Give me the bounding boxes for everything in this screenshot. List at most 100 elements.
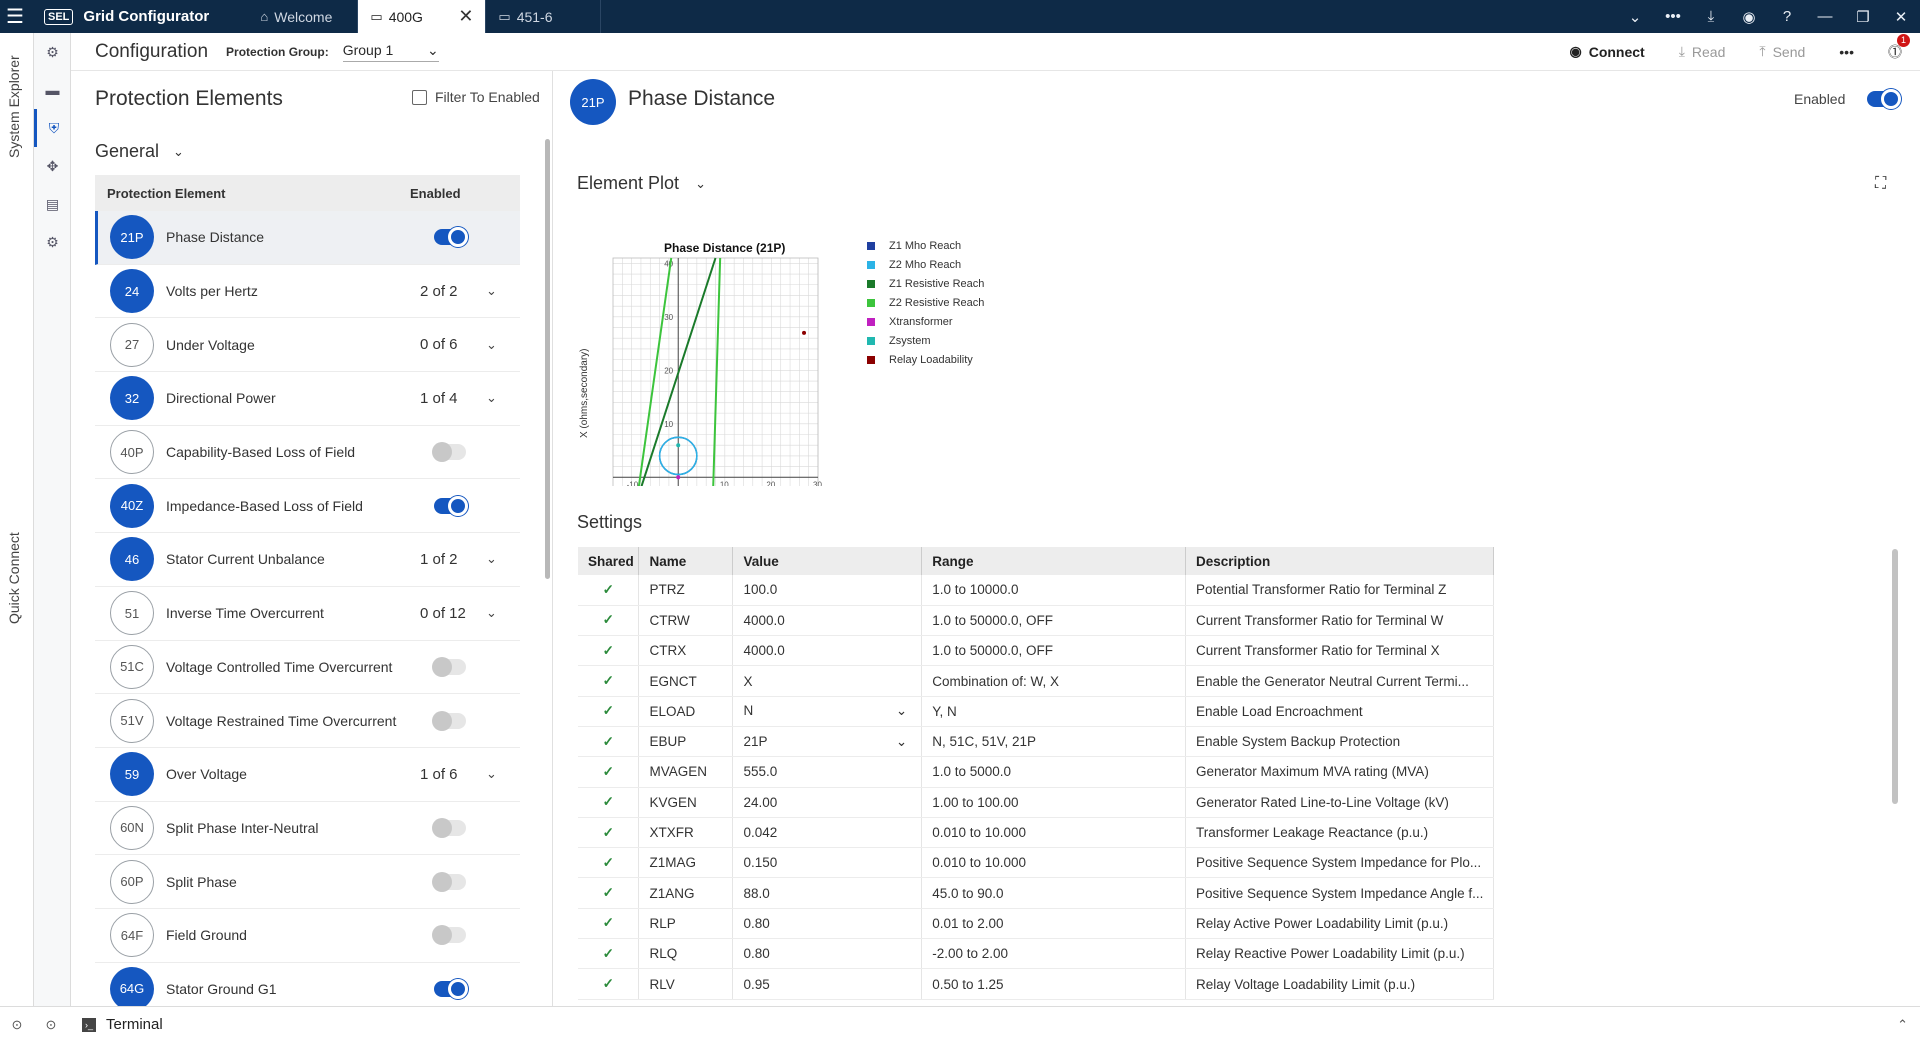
table-row[interactable]: ✓ RLV 0.95 0.50 to 1.25 Relay Voltage Loadab… xyxy=(578,968,1494,1000)
table-row[interactable]: ✓ MVAGEN 555.0 1.0 to 5000.0 Generator Maxim… xyxy=(578,756,1494,788)
setting-value[interactable]: 0.80 xyxy=(732,938,923,970)
protection-element-row[interactable]: 40P Capability-Based Loss of Field xyxy=(95,426,520,480)
setting-value-select[interactable]: N ⌄ xyxy=(732,696,923,727)
setting-value-select[interactable]: 21P ⌄ xyxy=(732,726,923,758)
protection-element-row[interactable]: 51 Inverse Time Overcurrent 0 of 12 ⌄ xyxy=(95,587,520,641)
element-enabled-toggle[interactable] xyxy=(1867,89,1901,109)
chevron-down-icon[interactable]: ⌄ xyxy=(486,766,497,782)
restore-icon[interactable]: ❐ xyxy=(1856,8,1870,26)
protection-element-row[interactable]: 64G Stator Ground G1 xyxy=(95,963,520,1006)
protection-element-row[interactable]: 27 Under Voltage 0 of 6 ⌄ xyxy=(95,318,520,373)
settings-icon[interactable]: ⚙ xyxy=(46,233,59,250)
more-icon[interactable]: ••• xyxy=(1839,43,1854,60)
table-row[interactable]: ✓ CTRW 4000.0 1.0 to 50000.0, OFF Current Tr… xyxy=(578,605,1494,637)
tab-400g[interactable]: ▭ 400G ✕ xyxy=(358,0,487,33)
general-section-toggle[interactable]: General ⌄ xyxy=(95,141,184,162)
table-row[interactable]: ✓ ELOAD N ⌄ Y, N Enable Load Encroachment xyxy=(578,696,1494,727)
terminal-button[interactable]: ›_ Terminal xyxy=(82,1016,163,1033)
scrollbar[interactable] xyxy=(545,139,550,579)
protection-element-row[interactable]: 51V Voltage Restrained Time Overcurrent xyxy=(95,694,520,748)
table-row[interactable]: ✓ EGNCT X Combination of: W, X Enable the Ge… xyxy=(578,665,1494,697)
setting-value[interactable]: 4000.0 xyxy=(732,635,923,667)
close-icon[interactable]: ✕ xyxy=(458,6,474,26)
minimize-icon[interactable]: — xyxy=(1817,8,1833,25)
protection-element-row[interactable]: 64F Field Ground xyxy=(95,909,520,963)
logic-icon[interactable]: ✥ xyxy=(46,157,59,174)
enabled-toggle[interactable] xyxy=(434,978,468,999)
enabled-toggle[interactable] xyxy=(432,442,466,463)
protection-element-row[interactable]: 60N Split Phase Inter-Neutral xyxy=(95,802,520,856)
chevron-down-icon[interactable]: ⌄ xyxy=(1628,8,1642,26)
setting-value[interactable]: 0.80 xyxy=(732,908,923,940)
setting-value[interactable]: 555.0 xyxy=(732,756,923,788)
table-row[interactable]: ✓ Z1MAG 0.150 0.010 to 10.000 Positive Seque… xyxy=(578,847,1494,879)
protection-element-row[interactable]: 59 Over Voltage 1 of 6 ⌄ xyxy=(95,748,520,802)
setting-value[interactable]: 100.0 xyxy=(732,575,923,606)
tab-451-6[interactable]: ▭ 451-6 xyxy=(486,0,602,33)
setting-name: Z1MAG xyxy=(638,847,734,879)
help-icon[interactable]: ? xyxy=(1782,8,1792,25)
chevron-down-icon[interactable]: ⌄ xyxy=(486,283,497,299)
setting-value[interactable]: 0.95 xyxy=(732,968,923,1000)
connect-button[interactable]: ◉ Connect xyxy=(1569,43,1644,60)
expand-panel-icon[interactable]: ⌃ xyxy=(1897,1016,1908,1032)
more-icon[interactable]: ••• xyxy=(1665,8,1681,25)
setting-value[interactable]: 88.0 xyxy=(732,877,923,909)
collapse-right-icon[interactable]: ⊙ xyxy=(45,1016,57,1032)
protection-element-row[interactable]: 40Z Impedance-Based Loss of Field xyxy=(95,479,520,534)
download-icon[interactable]: ⤓ xyxy=(1707,8,1715,25)
table-row[interactable]: ✓ EBUP 21P ⌄ N, 51C, 51V, 21P Enable System B… xyxy=(578,726,1494,758)
scrollbar[interactable] xyxy=(1892,549,1898,804)
system-explorer-label[interactable]: System Explorer xyxy=(6,55,22,158)
enabled-toggle[interactable] xyxy=(432,925,466,946)
device-icon[interactable]: ▬ xyxy=(45,82,60,98)
window-close-icon[interactable]: ✕ xyxy=(1894,8,1908,26)
setting-value[interactable]: X xyxy=(732,665,923,697)
chevron-down-icon[interactable]: ⌄ xyxy=(486,390,497,406)
expand-icon[interactable]: ⛶ xyxy=(1875,175,1887,192)
protection-element-row[interactable]: 32 Directional Power 1 of 4 ⌄ xyxy=(95,372,520,426)
protection-group-select[interactable]: Group 1 ⌄ xyxy=(342,42,439,62)
table-row[interactable]: ✓ PTRZ 100.0 1.0 to 10000.0 Potential Transf… xyxy=(578,575,1494,606)
enabled-toggle[interactable] xyxy=(432,871,466,892)
chevron-down-icon[interactable]: ⌄ xyxy=(486,551,497,567)
tab-label: 400G xyxy=(388,8,423,25)
read-button[interactable]: ⤓ Read xyxy=(1679,43,1726,60)
setting-value[interactable]: 0.150 xyxy=(732,847,923,879)
collapse-left-icon[interactable]: ⊙ xyxy=(11,1016,23,1032)
report-icon[interactable]: ▤ xyxy=(45,195,60,212)
protection-element-row[interactable]: 24 Volts per Hertz 2 of 2 ⌄ xyxy=(95,265,520,319)
table-row[interactable]: ✓ RLP 0.80 0.01 to 2.00 Relay Active Power L… xyxy=(578,908,1494,940)
tab-welcome[interactable]: ⌂ Welcome xyxy=(248,0,359,33)
setting-value[interactable]: 24.00 xyxy=(732,787,923,818)
chevron-down-icon[interactable]: ⌄ xyxy=(486,605,497,621)
notification-button[interactable]: ⓵ 1 xyxy=(1888,33,1910,62)
element-code-badge: 60P xyxy=(110,859,154,904)
setting-value[interactable]: 0.042 xyxy=(732,817,923,849)
quick-connect-label[interactable]: Quick Connect xyxy=(6,532,22,624)
chevron-down-icon[interactable]: ⌄ xyxy=(486,336,497,352)
protection-icon[interactable]: ⛨ xyxy=(34,109,71,147)
filter-to-enabled-checkbox[interactable]: Filter To Enabled xyxy=(412,89,540,105)
protection-element-row[interactable]: 21P Phase Distance xyxy=(95,211,520,265)
enabled-toggle[interactable] xyxy=(434,495,468,516)
setting-value[interactable]: 4000.0 xyxy=(732,605,923,637)
record-icon[interactable]: ◉ xyxy=(1742,8,1756,26)
protection-element-row[interactable]: 46 Stator Current Unbalance 1 of 2 ⌄ xyxy=(95,533,520,587)
enabled-toggle[interactable] xyxy=(434,227,468,248)
element-name: Over Voltage xyxy=(166,766,247,783)
hamburger-menu-icon[interactable]: ☰ xyxy=(6,6,24,28)
table-row[interactable]: ✓ KVGEN 24.00 1.00 to 100.00 Generator Rated… xyxy=(578,787,1494,818)
send-button[interactable]: ⤒ Send xyxy=(1759,43,1805,60)
enabled-toggle[interactable] xyxy=(432,817,466,838)
protection-element-row[interactable]: 51C Voltage Controlled Time Overcurrent xyxy=(95,641,520,695)
protection-element-row[interactable]: 60P Split Phase xyxy=(95,855,520,909)
enabled-toggle[interactable] xyxy=(432,710,466,731)
table-row[interactable]: ✓ CTRX 4000.0 1.0 to 50000.0, OFF Current Tr… xyxy=(578,635,1494,667)
table-row[interactable]: ✓ RLQ 0.80 -2.00 to 2.00 Relay Reactive Powe… xyxy=(578,938,1494,970)
element-plot-toggle[interactable]: Element Plot ⌄ xyxy=(577,173,706,194)
table-row[interactable]: ✓ XTXFR 0.042 0.010 to 10.000 Transformer Le… xyxy=(578,817,1494,849)
configuration-icon[interactable]: ⚙ xyxy=(46,43,59,60)
table-row[interactable]: ✓ Z1ANG 88.0 45.0 to 90.0 Positive Sequence … xyxy=(578,877,1494,909)
enabled-toggle[interactable] xyxy=(432,656,466,677)
